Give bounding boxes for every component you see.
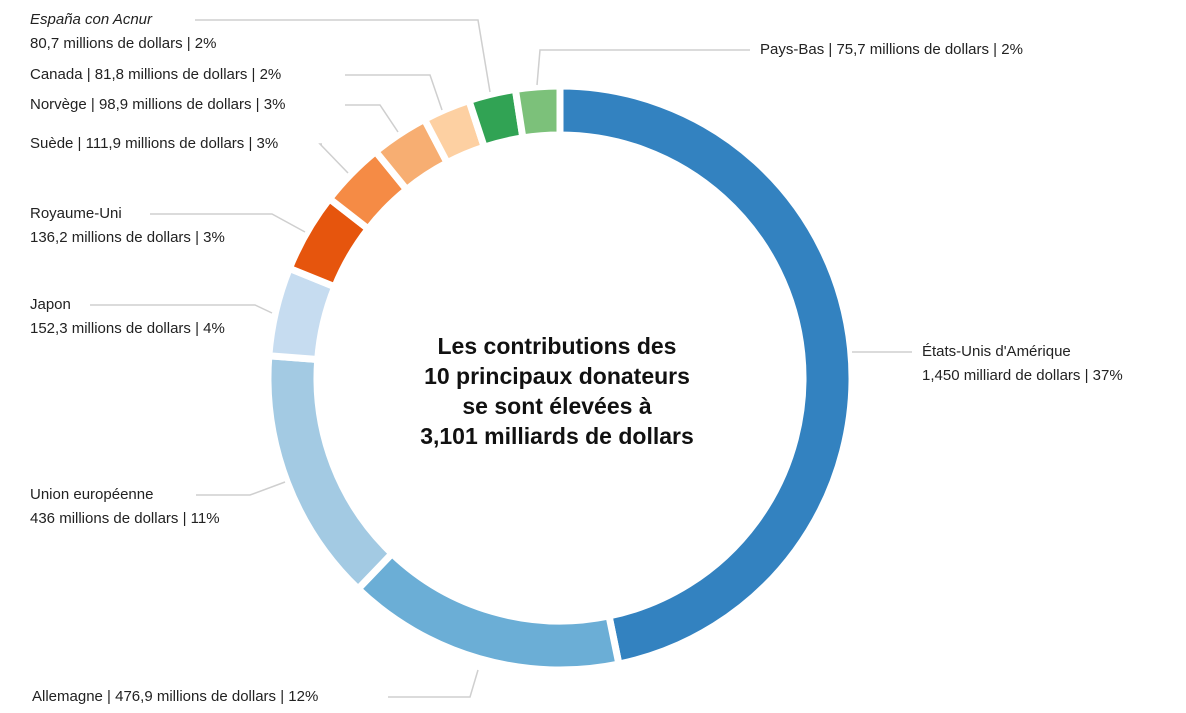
slice-name: Royaume-Uni [30, 205, 122, 222]
slice-value: 136,2 millions de dollars | 3% [30, 229, 225, 246]
leader-line [196, 481, 286, 496]
title-line: se sont élevées à [462, 393, 651, 419]
slice-name: Union européenne [30, 486, 153, 503]
leader-line [318, 143, 349, 174]
title-line: 10 principaux donateurs [424, 363, 690, 389]
slice-value: 98,9 millions de dollars | 3% [99, 96, 286, 113]
title-line: 3,101 milliards de dollars [420, 423, 694, 449]
slice-name: Japon [30, 296, 71, 313]
chart-title: Les contributions des 10 principaux donat… [420, 333, 694, 449]
leader-line [150, 213, 306, 233]
slice-label: Allemagne | 476,9 millions de dollars | … [32, 688, 318, 705]
slice-value: 80,7 millions de dollars | 2% [30, 35, 217, 52]
slice-name: Norvège [30, 96, 87, 113]
slice-name: Canada [30, 66, 83, 83]
slice-label: Suède | 111,9 millions de dollars | 3% [30, 135, 278, 152]
slice [556, 82, 856, 669]
slice-name: États-Unis d'Amérique [922, 343, 1071, 360]
slice [353, 548, 624, 674]
slice-value: 436 millions de dollars | 11% [30, 510, 220, 527]
slice-value: 111,9 millions de dollars | 3% [86, 135, 279, 152]
leader-line [195, 19, 491, 93]
slice-value: 81,8 millions de dollars | 2% [95, 66, 282, 83]
separator: | [824, 41, 836, 58]
slice-value: 152,3 millions de dollars | 4% [30, 320, 225, 337]
leader-line [345, 104, 399, 133]
leader-line [536, 49, 750, 86]
leader-line [345, 74, 443, 111]
slice-name: Allemagne [32, 688, 103, 705]
leader-line [388, 669, 479, 698]
separator: | [103, 688, 115, 705]
title-line: Les contributions des [438, 333, 677, 359]
slice-label: Pays-Bas | 75,7 millions de dollars | 2% [760, 41, 1023, 58]
slice [511, 82, 564, 142]
slice-name: Suède [30, 135, 73, 152]
slice-label: Norvège | 98,9 millions de dollars | 3% [30, 96, 285, 113]
slice-name: Pays-Bas [760, 41, 824, 58]
slice-value: 476,9 millions de dollars | 12% [115, 688, 318, 705]
leader-line [90, 304, 273, 314]
slice-value: 1,450 milliard de dollars | 37% [922, 367, 1123, 384]
separator: | [87, 96, 99, 113]
separator: | [83, 66, 95, 83]
slice-value: 75,7 millions de dollars | 2% [836, 41, 1023, 58]
slice [264, 352, 397, 594]
separator: | [73, 135, 85, 152]
slice-label: Canada | 81,8 millions de dollars | 2% [30, 66, 281, 83]
slice-name: España con Acnur [30, 11, 153, 28]
